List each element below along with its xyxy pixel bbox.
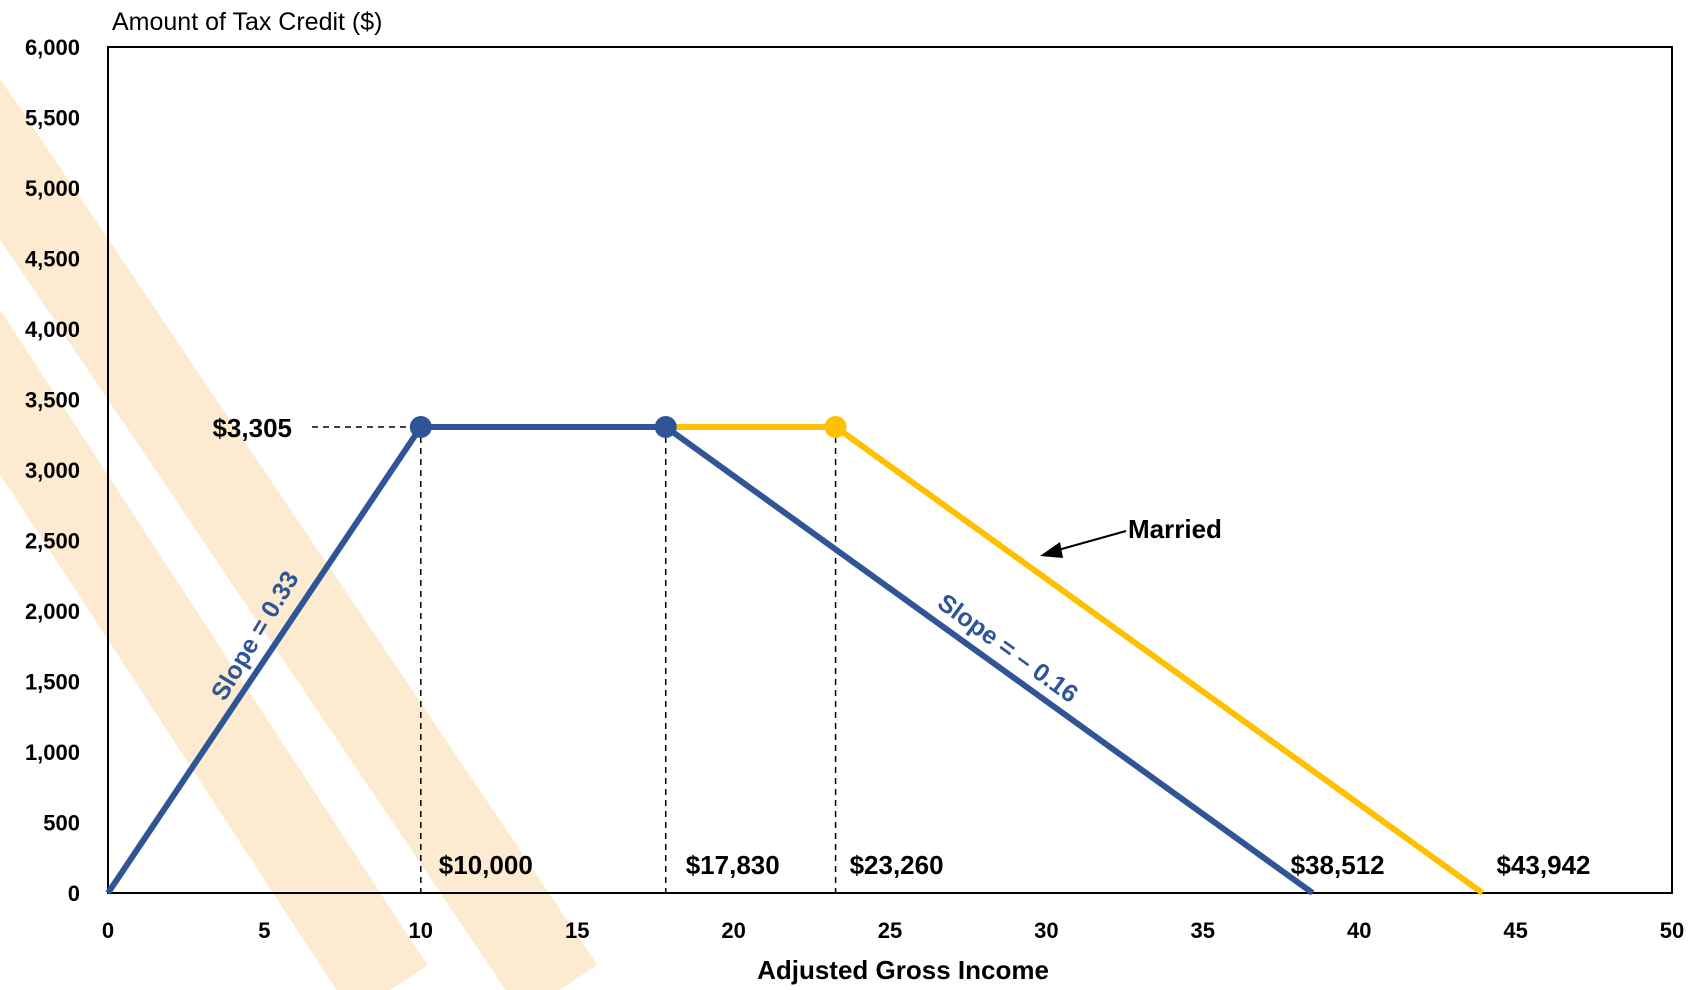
y-tick-label: 0 bbox=[68, 881, 80, 906]
married-arrow bbox=[1040, 530, 1127, 558]
y-tick-label: 3,000 bbox=[25, 458, 80, 483]
arrow-shaft bbox=[1057, 530, 1127, 551]
arrow-head bbox=[1040, 542, 1063, 558]
credit-amount-label: $3,305 bbox=[212, 413, 292, 443]
y-axis-title: Amount of Tax Credit ($) bbox=[112, 8, 382, 36]
x-axis-ticks: 0 5 10 15 20 25 30 35 40 45 50 bbox=[102, 918, 1684, 943]
x-tick-label: 15 bbox=[565, 918, 589, 943]
plot-frame bbox=[107, 46, 1673, 894]
single-marker bbox=[654, 415, 677, 438]
x-value-label: $23,260 bbox=[850, 850, 944, 880]
y-tick-label: 1,000 bbox=[25, 740, 80, 765]
x-tick-label: 40 bbox=[1347, 918, 1371, 943]
y-tick-label: 1,500 bbox=[25, 670, 80, 695]
x-value-label: $38,512 bbox=[1291, 850, 1385, 880]
x-tick-label: 35 bbox=[1191, 918, 1215, 943]
y-tick-label: 4,500 bbox=[25, 247, 80, 272]
y-tick-label: 2,500 bbox=[25, 529, 80, 554]
y-tick-label: 500 bbox=[43, 811, 80, 836]
x-tick-label: 20 bbox=[721, 918, 745, 943]
x-tick-label: 50 bbox=[1660, 918, 1684, 943]
x-tick-label: 45 bbox=[1503, 918, 1527, 943]
y-tick-label: 5,000 bbox=[25, 176, 80, 201]
married-marker bbox=[824, 415, 847, 438]
y-tick-label: 6,000 bbox=[25, 35, 80, 60]
slope-down-label: Slope = – 0.16 bbox=[932, 588, 1083, 708]
guide-lines bbox=[312, 426, 837, 893]
y-tick-label: 5,500 bbox=[25, 106, 80, 131]
y-tick-label: 3,500 bbox=[25, 388, 80, 413]
y-tick-label: 4,000 bbox=[25, 317, 80, 342]
watermark-stripe-0 bbox=[0, 78, 598, 990]
x-value-labels: $10,000 $17,830 $23,260 $38,512 $43,942 bbox=[439, 850, 1591, 880]
x-value-label: $10,000 bbox=[439, 850, 533, 880]
x-value-label: $17,830 bbox=[686, 850, 780, 880]
y-axis-ticks: 0 500 1,000 1,500 2,000 2,500 3,000 3,500 4,000 4… bbox=[25, 35, 80, 906]
x-tick-label: 25 bbox=[878, 918, 902, 943]
x-tick-label: 0 bbox=[102, 918, 114, 943]
x-tick-label: 30 bbox=[1034, 918, 1058, 943]
single-marker bbox=[409, 415, 432, 438]
x-axis-title: Adjusted Gross Income bbox=[757, 955, 1049, 985]
x-value-label: $43,942 bbox=[1497, 850, 1591, 880]
married-label: Married bbox=[1128, 514, 1222, 544]
x-tick-label: 10 bbox=[409, 918, 433, 943]
markers-layer bbox=[409, 415, 847, 438]
y-tick-label: 2,000 bbox=[25, 599, 80, 624]
watermark-stripe-1 bbox=[0, 309, 428, 990]
watermark-stripes bbox=[0, 78, 598, 990]
series-single-line bbox=[105, 423, 1315, 896]
x-tick-label: 5 bbox=[258, 918, 270, 943]
series-married-line bbox=[665, 423, 1485, 896]
